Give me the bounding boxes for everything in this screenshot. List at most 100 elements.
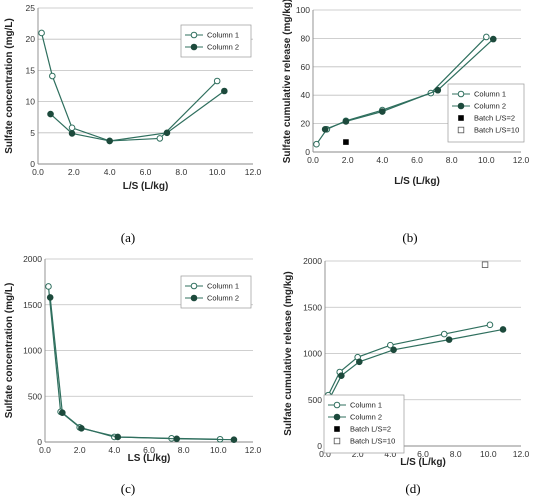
series-line	[50, 90, 225, 142]
data-point	[390, 346, 397, 354]
data-point	[489, 35, 497, 43]
legend-marker	[458, 115, 464, 121]
y-tick-label: 2000	[303, 256, 322, 266]
x-tick-label: 4.0	[104, 167, 116, 177]
legend: Column 1 Column 2	[180, 24, 252, 58]
data-point	[343, 139, 349, 145]
panel-label: (b)	[402, 230, 417, 245]
y-tick-label: 60	[301, 62, 311, 72]
data-point	[486, 321, 494, 329]
y-tick-label: 20	[301, 119, 311, 129]
series-column-2	[326, 326, 507, 402]
data-point	[440, 330, 448, 338]
y-axis-label: Sulfate cumulative release (mg/kg)	[282, 0, 293, 163]
legend-marker	[333, 437, 341, 445]
y-tick-label: 1000	[303, 349, 322, 359]
x-tick-label: 0.0	[307, 155, 319, 165]
y-tick-label: 80	[301, 33, 311, 43]
data-point	[321, 125, 329, 133]
x-tick-label: 12.0	[245, 167, 262, 177]
legend-box	[180, 24, 252, 58]
x-tick-label: 10.0	[210, 445, 227, 455]
x-axis-label: LS (L/kg)	[128, 453, 171, 464]
y-axis-label: Sulfate concentration (mg/L)	[4, 283, 15, 419]
x-tick-label: 0.0	[32, 167, 44, 177]
x-tick-label: 12.0	[245, 445, 262, 455]
y-tick-label: 5	[30, 128, 35, 138]
data-point	[163, 129, 171, 137]
x-tick-label: 6.0	[411, 155, 423, 165]
series-line	[327, 324, 491, 396]
y-tick-label: 0	[305, 147, 310, 157]
y-axis-label: Sulfate cumulative release (mg/kg)	[283, 271, 294, 436]
data-point	[434, 86, 442, 94]
legend-marker	[190, 31, 198, 39]
y-tick-label: 1500	[303, 302, 322, 312]
x-axis-label: L/S (L/kg)	[400, 457, 446, 468]
data-point	[356, 358, 363, 366]
y-tick-label: 40	[301, 90, 311, 100]
x-tick-label: 8.0	[450, 449, 462, 459]
data-point	[45, 283, 52, 290]
legend-box	[180, 275, 252, 309]
y-tick-label: 25	[26, 3, 36, 13]
x-tick-label: 8.0	[446, 155, 458, 165]
y-tick-label: 0	[30, 159, 35, 169]
y-tick-label: 10	[26, 97, 36, 107]
data-point	[387, 341, 394, 349]
series-line	[49, 297, 234, 441]
data-point	[221, 87, 228, 95]
data-point	[481, 261, 489, 268]
data-point	[68, 124, 76, 132]
series-column-2	[321, 35, 497, 133]
y-tick-label: 1500	[23, 300, 42, 310]
data-point	[499, 326, 507, 333]
x-tick-label: 4.0	[108, 445, 120, 455]
x-tick-label: 10.0	[480, 449, 497, 459]
legend: Column 1 Column 2 Batch L/S=2 Batch L/S=10	[447, 83, 525, 143]
x-tick-label: 6.0	[140, 167, 152, 177]
x-tick-label: 2.0	[68, 167, 80, 177]
x-tick-label: 8.0	[178, 445, 190, 455]
x-tick-label: 6.0	[143, 445, 155, 455]
legend-label: Batch L/S=2	[474, 114, 515, 123]
legend-marker	[190, 294, 198, 302]
panel-label: (a)	[121, 230, 135, 245]
data-point	[313, 140, 320, 148]
x-tick-label: 8.0	[175, 167, 187, 177]
series-batch-l-s-10	[481, 261, 489, 268]
legend: Column 1 Column 2 Batch L/S=2 Batch L/S=10	[323, 394, 405, 454]
chart-panel-1: 0 5 10 15 20 25 0.0 2.0 4.0 6.0 8.0 10.0 12.0 L/S (L/…	[4, 3, 262, 245]
legend-marker	[190, 43, 198, 51]
y-axis-label: Sulfate concentration (mg/L)	[4, 18, 15, 154]
x-tick-label: 2.0	[352, 449, 364, 459]
y-tick-label: 1000	[23, 346, 42, 356]
y-tick-label: 2000	[23, 254, 42, 264]
legend-marker	[457, 126, 465, 134]
legend-label: Column 1	[350, 401, 382, 410]
legend: Column 1 Column 2	[180, 275, 252, 309]
series-column-2	[47, 87, 228, 145]
legend-marker	[333, 413, 341, 421]
data-point	[342, 118, 350, 125]
data-point	[68, 130, 76, 137]
x-axis-label: L/S (L/kg)	[394, 176, 440, 187]
legend-label: Column 2	[474, 102, 506, 111]
data-point	[445, 336, 453, 343]
x-tick-label: 0.0	[319, 449, 331, 459]
legend-label: Column 1	[207, 282, 239, 291]
series-line	[41, 32, 218, 142]
legend-label: Column 2	[207, 294, 239, 303]
y-tick-label: 0	[317, 441, 322, 451]
legend-marker	[333, 401, 341, 409]
x-tick-label: 0.0	[39, 445, 51, 455]
legend-marker	[190, 282, 198, 290]
x-axis-label: L/S (L/kg)	[123, 181, 169, 192]
y-tick-label: 500	[28, 391, 42, 401]
data-point	[173, 435, 181, 443]
series-line	[47, 286, 221, 440]
x-tick-label: 6.0	[417, 449, 429, 459]
y-tick-label: 500	[308, 395, 322, 405]
y-tick-label: 20	[26, 34, 36, 44]
